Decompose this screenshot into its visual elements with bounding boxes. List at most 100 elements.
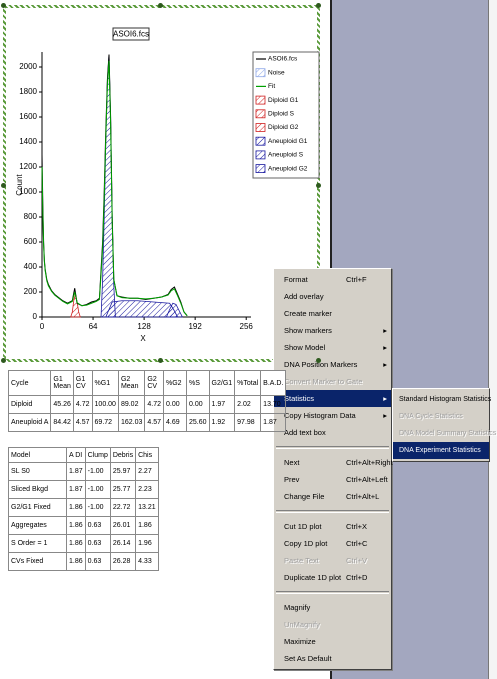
x-axis-label: X [140,334,146,343]
menu-item[interactable]: Copy 1D plot Ctrl+C [274,535,391,552]
legend-label: Diploid S [268,111,295,118]
menu-label: UnMagnify [284,620,320,629]
data-cell: SL S0 [8,462,67,481]
component-area [165,302,184,318]
header-cell: B.A.D. [260,370,287,396]
menu-shortcut: Ctrl+D [346,573,368,582]
data-cell: 4.72 [144,395,164,414]
data-cell: 0.00 [186,395,210,414]
resize-handle[interactable] [316,183,321,188]
menu-shortcut: Ctrl+X [346,522,368,531]
menu-item[interactable]: Show Model ▸ [274,339,391,356]
menu-label: Magnify [284,603,311,612]
menu-item[interactable]: Magnify [274,599,391,616]
menu-item[interactable]: Create marker [274,305,391,322]
model-table: Model A DI Clump Debris Chis SL S0 1.87 -1.00 25… [8,447,159,571]
menu-item[interactable]: Add overlay [274,288,391,305]
data-cell: 13.70 [260,395,287,414]
menu-shortcut: Ctrl+C [346,539,368,548]
data-cell: 0.63 [84,552,111,571]
legend-swatch [255,123,266,132]
menu-item[interactable]: Paste Text Ctrl+V [274,552,391,569]
menu-label: Convert Marker to Gate [284,377,363,386]
menu-item[interactable]: Set As Default [274,650,391,667]
menu-item[interactable]: DNA Model Summary Statistics [393,425,496,442]
menu-item[interactable]: Add text box [274,424,391,441]
menu-item[interactable]: Format Ctrl+F [274,271,391,288]
header-cell: %G2 [163,370,187,396]
menu-shortcut: Ctrl+Alt+L [346,492,380,501]
data-cell: G2/G1 Fixed [8,498,67,517]
menu-item[interactable]: DNA Experiment Statistics [393,442,489,459]
menu-item[interactable]: Standard Histogram Statistics [393,391,492,408]
y-tick-label: 1200 [19,162,37,171]
y-tick-label: 600 [24,237,38,246]
data-row: G2/G1 Fixed 1.86 -1.00 22.72 13.21 [8,498,159,517]
menu-label: Statistics [284,394,315,403]
legend-label: Aneuploid S [268,152,304,159]
menu-item[interactable]: DNA Position Markers ▸ [274,356,391,373]
legend-swatch [255,109,266,119]
resize-handle[interactable] [158,3,163,8]
data-cell: 0.63 [84,534,111,553]
resize-handle[interactable] [158,358,163,363]
menu-item[interactable]: DNA Cycle Statistics [393,408,489,425]
menu-label: Copy 1D plot [284,539,328,548]
menu-item[interactable]: Change File Ctrl+Alt+L [274,488,391,505]
menu-label: Show Model [284,343,326,352]
menu-label: Standard Histogram Statistics [399,396,492,403]
data-cell: 100.00 [91,395,119,414]
data-cell: 1.86 [66,552,86,571]
menu-shortcut: Ctrl+Alt+Left [346,475,388,484]
data-cell: 1.86 [66,498,86,517]
menu-item[interactable]: Show markers ▸ [274,322,391,339]
menu-item[interactable]: Prev Ctrl+Alt+Left [274,471,391,488]
data-cell: Aneuploid A [7,413,52,432]
resize-handle[interactable] [1,3,6,8]
menu-label: Prev [284,475,300,484]
menu-item[interactable]: Convert Marker to Gate [274,373,391,390]
menu-item[interactable]: Cut 1D plot Ctrl+X [274,518,391,535]
data-cell: 4.69 [163,413,187,432]
submenu-arrow: ▸ [383,326,387,335]
header-cell: G2/G1 [208,370,236,396]
data-cell: -1.00 [84,480,111,499]
table-body: SL S0 1.87 -1.00 25.97 2.27 Sliced Bkgd 1.87 -1… [8,462,159,571]
menu-label: Duplicate 1D plot [284,573,342,582]
menu-label: Copy Histogram Data [284,411,356,420]
menu-label: Maximize [284,637,316,646]
resize-handle[interactable] [316,358,321,363]
data-row: Aggregates 1.86 0.63 26.01 1.86 [8,516,159,535]
histogram-chart: ASOI6.fcs X Count 0 200 400 600 800 1000 1200 1… [15,27,320,343]
menu-item[interactable]: Copy Histogram Data ▸ [274,407,391,424]
resize-handle[interactable] [1,358,6,363]
data-cell: 4.33 [135,552,159,571]
data-cell: 0.63 [84,516,111,535]
header-cell: %S [186,370,210,396]
title-box [112,27,150,41]
menu-label: Paste Text [284,556,319,565]
menu-item[interactable]: Maximize [274,633,391,650]
component-area [70,292,81,318]
menu-item[interactable]: Duplicate 1D plot Ctrl+D [274,569,391,586]
resize-handle[interactable] [1,183,6,188]
header-cell: Cycle [7,370,52,396]
menu-item[interactable]: UnMagnify [274,616,391,633]
window-edge [488,0,497,679]
x-tick-label: 128 [137,322,151,331]
legend-swatch [255,136,266,146]
submenu-arrow: ▸ [383,360,387,369]
data-cell: 162.03 [117,413,146,432]
menu-item[interactable]: Next Ctrl+Alt+Right [274,454,393,471]
data-cell: Aggregates [8,516,67,535]
y-tick-label: 2000 [19,62,37,71]
menu-item[interactable]: Statistics ▸ [274,390,391,407]
statistics-submenu: Standard Histogram Statistics DNA Cycle S… [392,388,496,462]
y-tick-label: 800 [24,212,38,221]
legend-label: Aneuploid G2 [268,165,308,172]
data-row: SL S0 1.87 -1.00 25.97 2.27 [8,462,159,481]
data-cell: 2.23 [135,480,159,499]
resize-handle[interactable] [316,3,321,8]
y-tick-label: 200 [24,287,38,296]
chart-title: ASOI6.fcs [113,30,149,39]
